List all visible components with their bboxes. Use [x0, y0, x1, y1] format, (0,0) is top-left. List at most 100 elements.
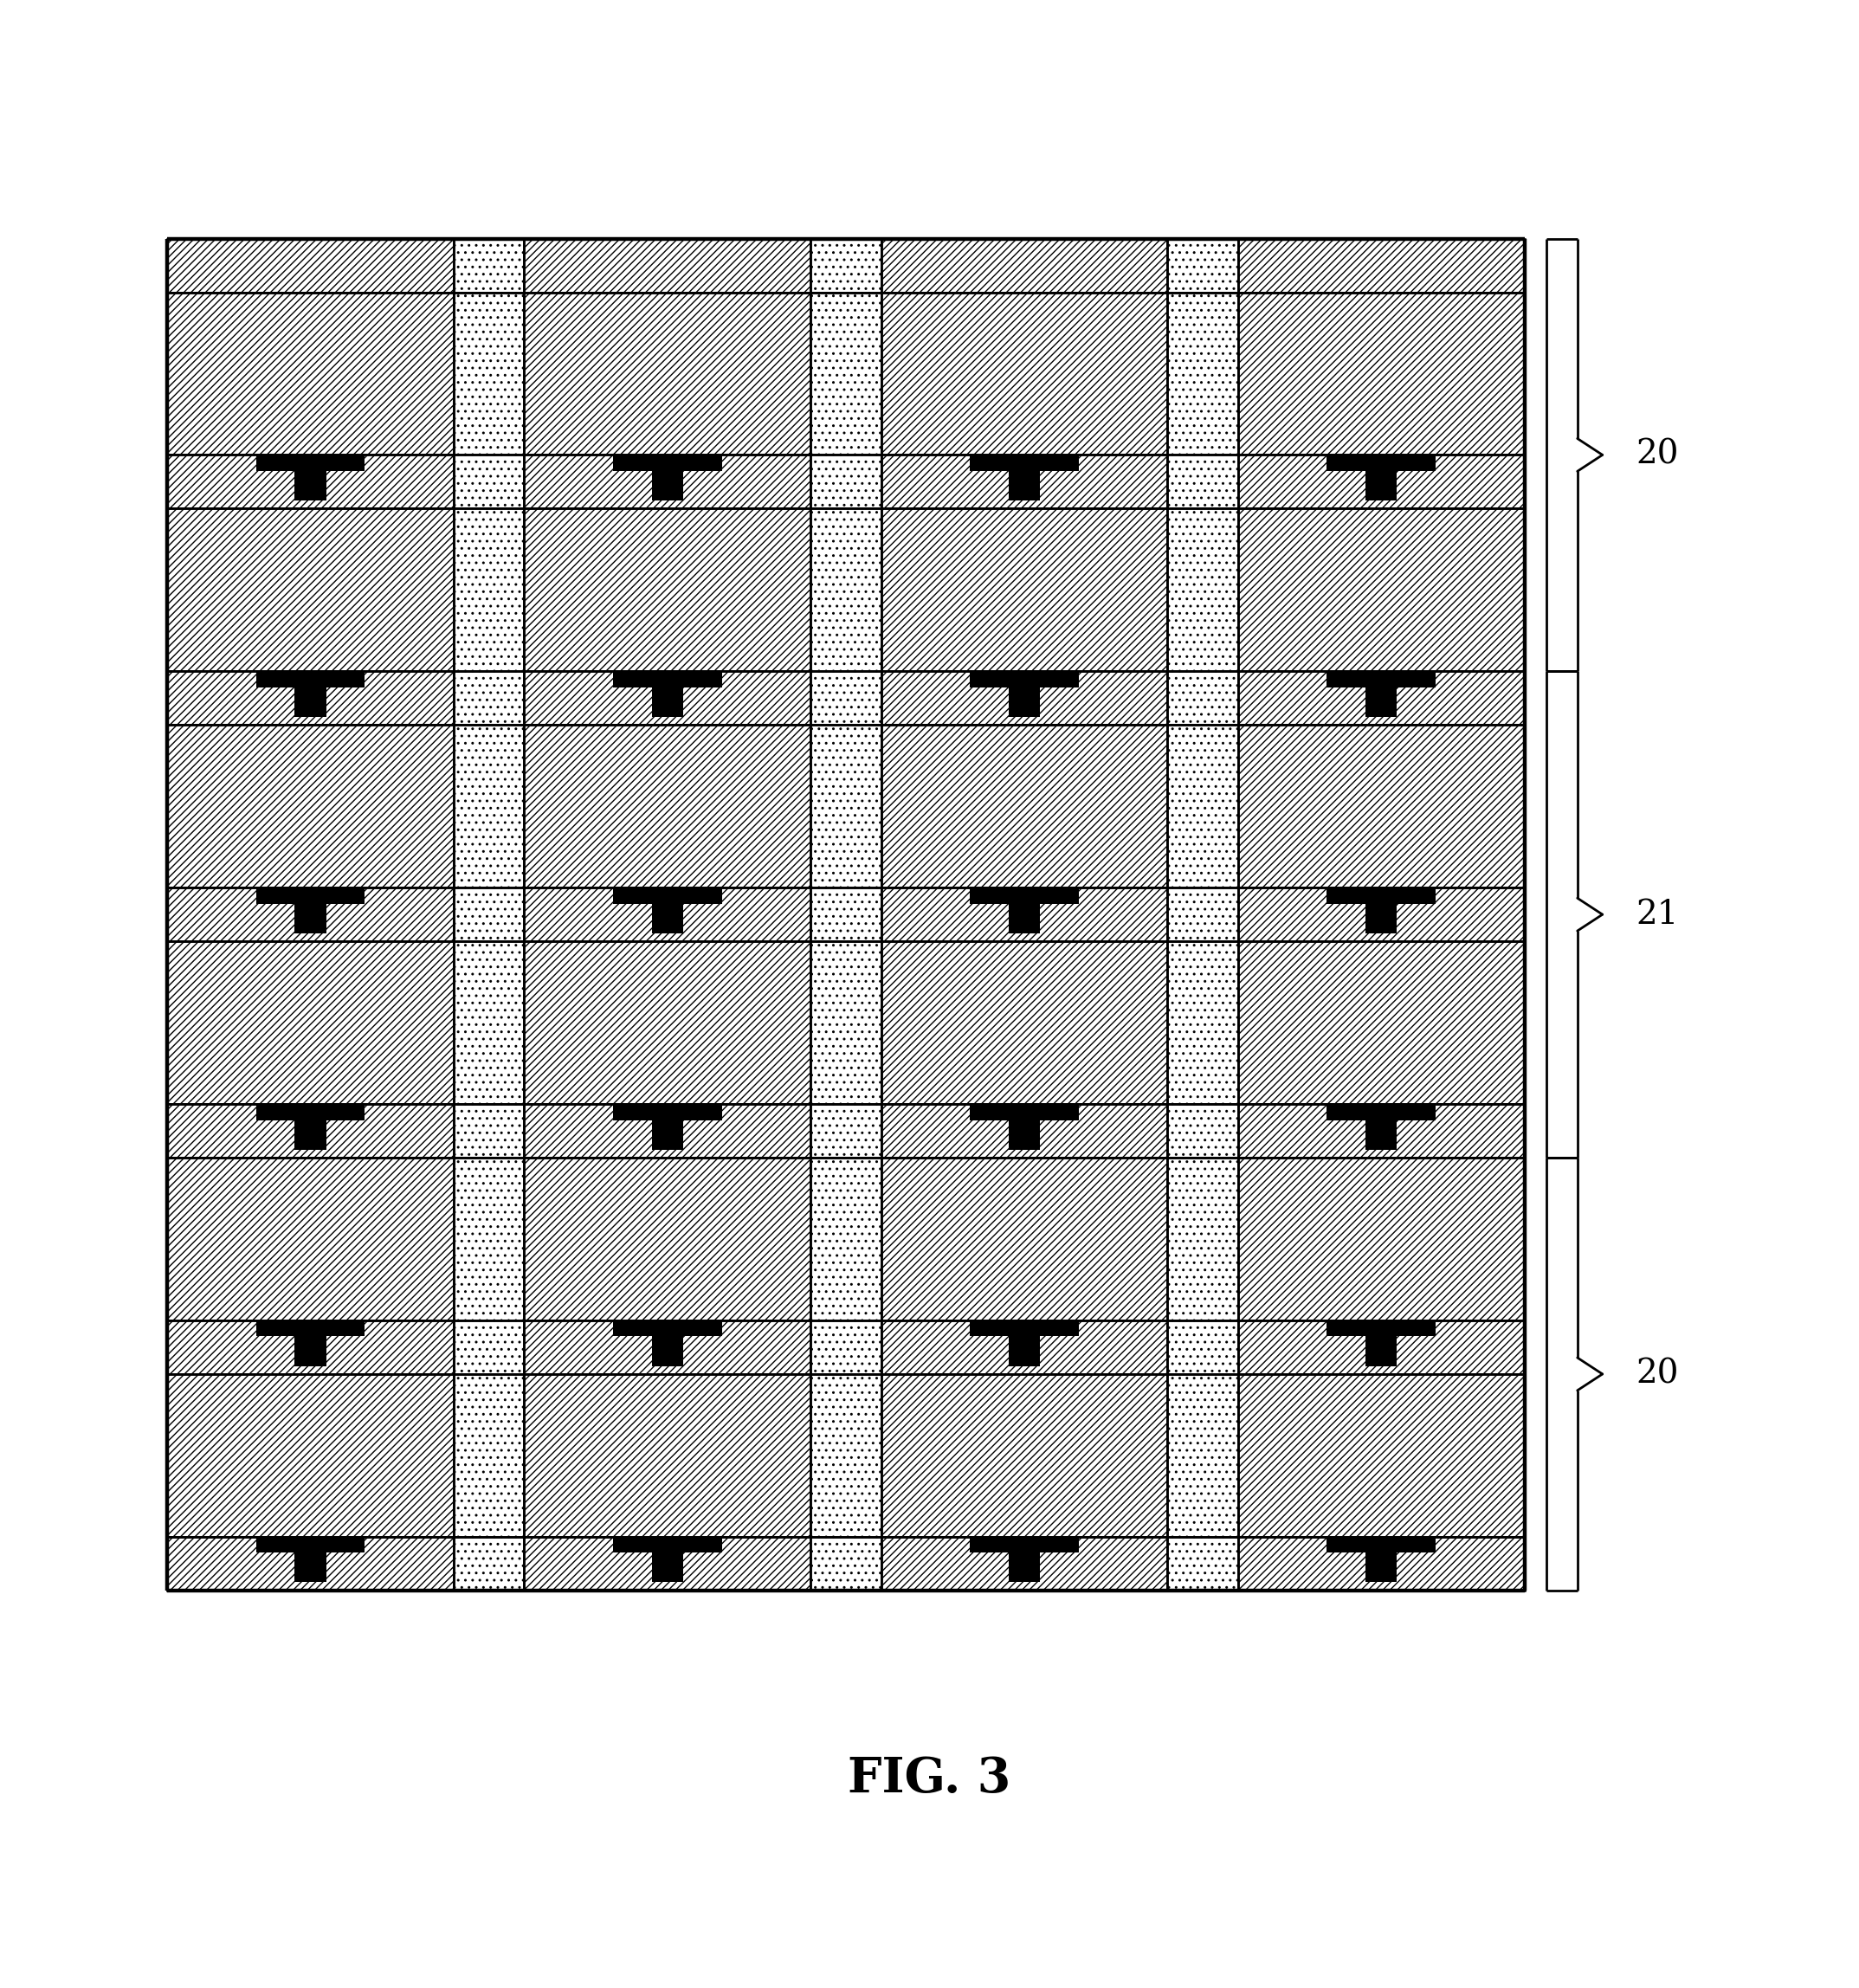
- Bar: [811, 672, 881, 726]
- Bar: [454, 672, 524, 726]
- Bar: [1327, 1103, 1435, 1119]
- Bar: [1167, 1103, 1238, 1157]
- Bar: [454, 887, 524, 942]
- Bar: [1009, 1336, 1039, 1366]
- Bar: [524, 672, 811, 726]
- Bar: [167, 1537, 454, 1590]
- Bar: [1167, 942, 1238, 1103]
- Bar: [1238, 509, 1524, 672]
- Bar: [1167, 509, 1238, 672]
- Bar: [524, 455, 811, 509]
- Bar: [653, 471, 682, 501]
- Bar: [811, 239, 881, 292]
- Bar: [524, 239, 811, 292]
- Bar: [524, 1374, 811, 1537]
- Bar: [454, 1537, 524, 1590]
- Bar: [613, 1537, 721, 1553]
- Bar: [811, 292, 881, 455]
- Bar: [1366, 1553, 1396, 1582]
- Bar: [167, 239, 454, 292]
- Bar: [881, 455, 1167, 509]
- Bar: [1238, 455, 1524, 509]
- Bar: [881, 1103, 1167, 1157]
- Bar: [454, 726, 524, 887]
- Bar: [1167, 1374, 1238, 1537]
- Bar: [454, 509, 524, 672]
- Bar: [653, 688, 682, 718]
- Bar: [257, 1537, 364, 1553]
- Bar: [1366, 688, 1396, 718]
- Bar: [454, 1157, 524, 1320]
- Bar: [1327, 1537, 1435, 1553]
- Bar: [881, 1537, 1167, 1590]
- Bar: [257, 455, 364, 471]
- Bar: [970, 1320, 1078, 1336]
- Bar: [1366, 471, 1396, 501]
- Bar: [167, 942, 454, 1103]
- Bar: [1238, 726, 1524, 887]
- Bar: [811, 1374, 881, 1537]
- Bar: [653, 905, 682, 932]
- Bar: [1167, 1320, 1238, 1374]
- Bar: [524, 887, 811, 942]
- Bar: [1167, 672, 1238, 726]
- Bar: [454, 292, 524, 455]
- Bar: [296, 905, 325, 932]
- Bar: [1167, 887, 1238, 942]
- Bar: [167, 887, 454, 942]
- Bar: [653, 1553, 682, 1582]
- Bar: [257, 887, 364, 905]
- Bar: [811, 726, 881, 887]
- Bar: [1327, 1320, 1435, 1336]
- Bar: [454, 1103, 524, 1157]
- Bar: [881, 292, 1167, 455]
- Bar: [454, 1374, 524, 1537]
- Bar: [1167, 292, 1238, 455]
- Bar: [613, 1103, 721, 1119]
- Text: 20: 20: [1636, 439, 1679, 471]
- Bar: [1238, 942, 1524, 1103]
- Bar: [1366, 1336, 1396, 1366]
- Bar: [1238, 1157, 1524, 1320]
- Bar: [296, 688, 325, 718]
- Bar: [167, 1374, 454, 1537]
- Bar: [881, 942, 1167, 1103]
- Bar: [1167, 1157, 1238, 1320]
- Bar: [881, 726, 1167, 887]
- Bar: [881, 1320, 1167, 1374]
- Bar: [1009, 1553, 1039, 1582]
- Bar: [970, 672, 1078, 688]
- Bar: [524, 1537, 811, 1590]
- Bar: [454, 1320, 524, 1374]
- Bar: [811, 1537, 881, 1590]
- Bar: [296, 1336, 325, 1366]
- Text: 21: 21: [1636, 899, 1679, 930]
- Bar: [167, 726, 454, 887]
- Bar: [167, 292, 454, 455]
- Bar: [1167, 1537, 1238, 1590]
- Bar: [811, 1103, 881, 1157]
- Bar: [613, 672, 721, 688]
- Bar: [1167, 239, 1238, 292]
- Bar: [524, 292, 811, 455]
- Bar: [970, 1103, 1078, 1119]
- Bar: [167, 1320, 454, 1374]
- Bar: [1327, 455, 1435, 471]
- Bar: [524, 509, 811, 672]
- Bar: [167, 1157, 454, 1320]
- Bar: [811, 509, 881, 672]
- Bar: [524, 942, 811, 1103]
- Bar: [1009, 905, 1039, 932]
- Bar: [524, 726, 811, 887]
- Bar: [1327, 887, 1435, 905]
- Bar: [1238, 1103, 1524, 1157]
- Bar: [1009, 688, 1039, 718]
- Bar: [1238, 292, 1524, 455]
- Bar: [881, 1374, 1167, 1537]
- Bar: [1009, 471, 1039, 501]
- Bar: [167, 455, 454, 509]
- Bar: [167, 509, 454, 672]
- Bar: [524, 1103, 811, 1157]
- Bar: [524, 1320, 811, 1374]
- Bar: [296, 1553, 325, 1582]
